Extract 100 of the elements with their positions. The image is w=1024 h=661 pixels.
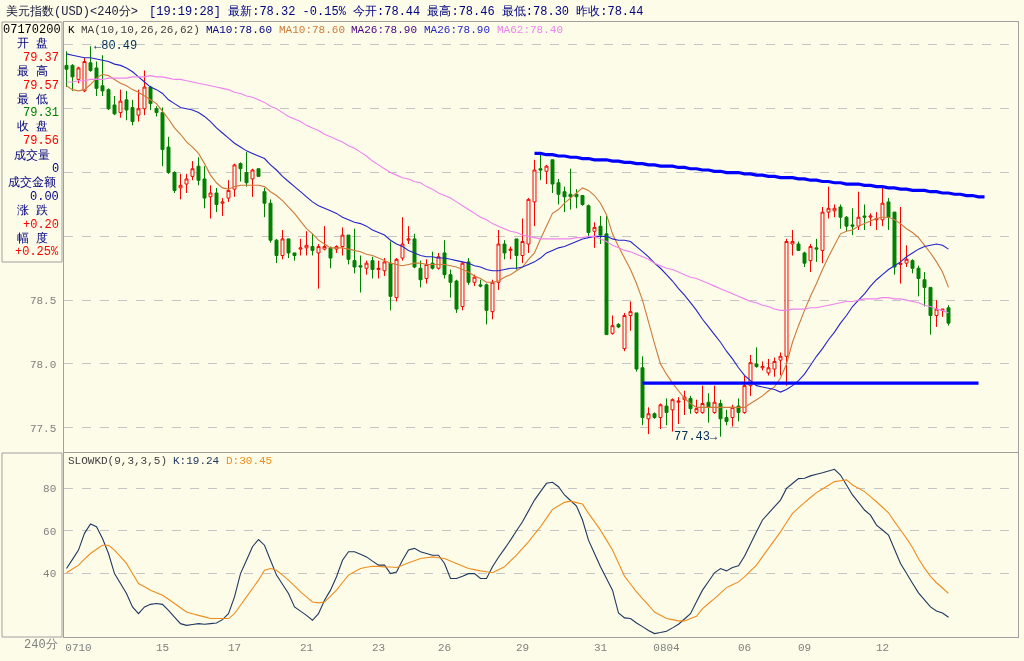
text: 幅 度 [17,231,49,246]
candlestick [118,89,123,119]
chart-title: 美元指数(USD)<240分> [6,4,139,19]
y-tick-label: 40 [43,568,57,581]
candlestick [460,261,465,311]
annotation: 77.43→ [674,430,719,444]
annotation: MA10:78.60 [206,24,273,36]
text: 79.31 [23,106,60,120]
text: 开 盘 [17,37,49,51]
candlestick [730,404,735,427]
candlestick [496,229,501,291]
x-tick-label: 0804 [653,642,681,655]
text: 成交金额 [8,175,56,190]
y-tick-label: 80 [43,483,57,496]
candlestick [256,168,261,177]
annotation: MA(10,10,26,26,62) [81,24,200,36]
candlestick [280,229,285,260]
candlestick [490,279,495,320]
candlestick [856,191,861,231]
candlestick [226,179,231,203]
candlestick [310,233,315,256]
candlestick [208,184,213,219]
chart-subtitle: [19:19:28] 最新:78.32 -0.15% 今开:78.44 最高:78.46 最低:78.30 昨收:78.44 [149,4,644,19]
candlestick [244,151,249,188]
text: 79.37 [23,51,60,65]
candlestick [400,216,405,262]
candlestick [508,246,513,260]
candlestick [190,160,195,181]
candlestick [754,346,759,369]
text: MA26:78.90 [424,24,491,36]
candlestick [220,197,225,217]
candlestick [706,392,711,424]
y-tick-label: 78.0 [29,358,57,371]
x-tick-label: 17 [227,642,242,655]
candlestick [430,251,435,271]
candlestick [328,246,333,269]
candlestick [214,187,219,213]
x-tick-label: 26 [437,642,452,655]
annotation: MA26:78.90 [351,24,418,36]
text: D:30.45 [226,455,273,467]
candlestick [250,168,255,198]
candlestick [370,256,375,279]
candlestick [802,251,807,268]
text: 240分 [24,638,58,652]
candlestick [544,164,549,185]
annotation: ←80.49 [94,39,138,53]
candlestick [862,203,867,231]
x-tick-label: 0710 [65,642,92,655]
candlestick [184,173,189,194]
text: 收 盘 [17,120,49,134]
text: MA10:78.60 [279,24,346,36]
candlestick [814,238,819,263]
candlestick [514,238,519,271]
text: 成交量 [14,148,50,163]
candlestick [424,258,429,285]
candlestick [712,385,717,415]
candlestick [796,240,801,251]
x-tick-label: 15 [155,642,170,655]
annotation: K [68,24,75,36]
line-series [65,75,950,314]
candlestick [238,161,243,182]
candlestick [808,243,813,273]
y-tick-label: 60 [43,525,57,538]
candlestick [394,257,399,302]
text: +0.25% [15,245,60,259]
text: 79.56 [23,134,60,148]
text: 0.00 [30,190,59,204]
candlestick [592,221,597,249]
x-tick-label: 23 [371,642,386,655]
x-tick-label: 29 [515,642,530,655]
candlestick [610,314,615,336]
candlestick [586,203,591,239]
candlestick [418,260,423,288]
candlestick [346,234,351,265]
candlestick [538,152,543,181]
text: 最 低 [17,93,49,107]
candlestick [412,233,417,269]
text: 涨 跌 [17,204,49,218]
candlestick [616,323,621,329]
candlestick [868,212,873,227]
text: +0.20 [23,218,60,232]
x-tick-label: 31 [593,642,608,655]
line-series [532,151,987,199]
candlestick [664,397,669,426]
text: K:19.24 [173,455,220,467]
candlestick [946,304,951,327]
y-tick-label: 77.5 [29,422,57,435]
candlestick [178,173,183,200]
x-tick-label: 12 [875,642,890,655]
text: 0 [52,162,60,176]
chart-title: SLOWKD(9,3,3,5) [68,455,168,467]
candlestick [646,406,651,435]
y-tick-label: 78.5 [29,295,57,308]
text: 79.57 [23,79,60,93]
candlestick [736,397,741,422]
candlestick [232,163,237,198]
text: 07170200 [3,23,61,37]
text: MA62:78.40 [497,24,564,36]
x-tick-label: 06 [737,642,752,655]
x-tick-label: 21 [299,642,314,655]
